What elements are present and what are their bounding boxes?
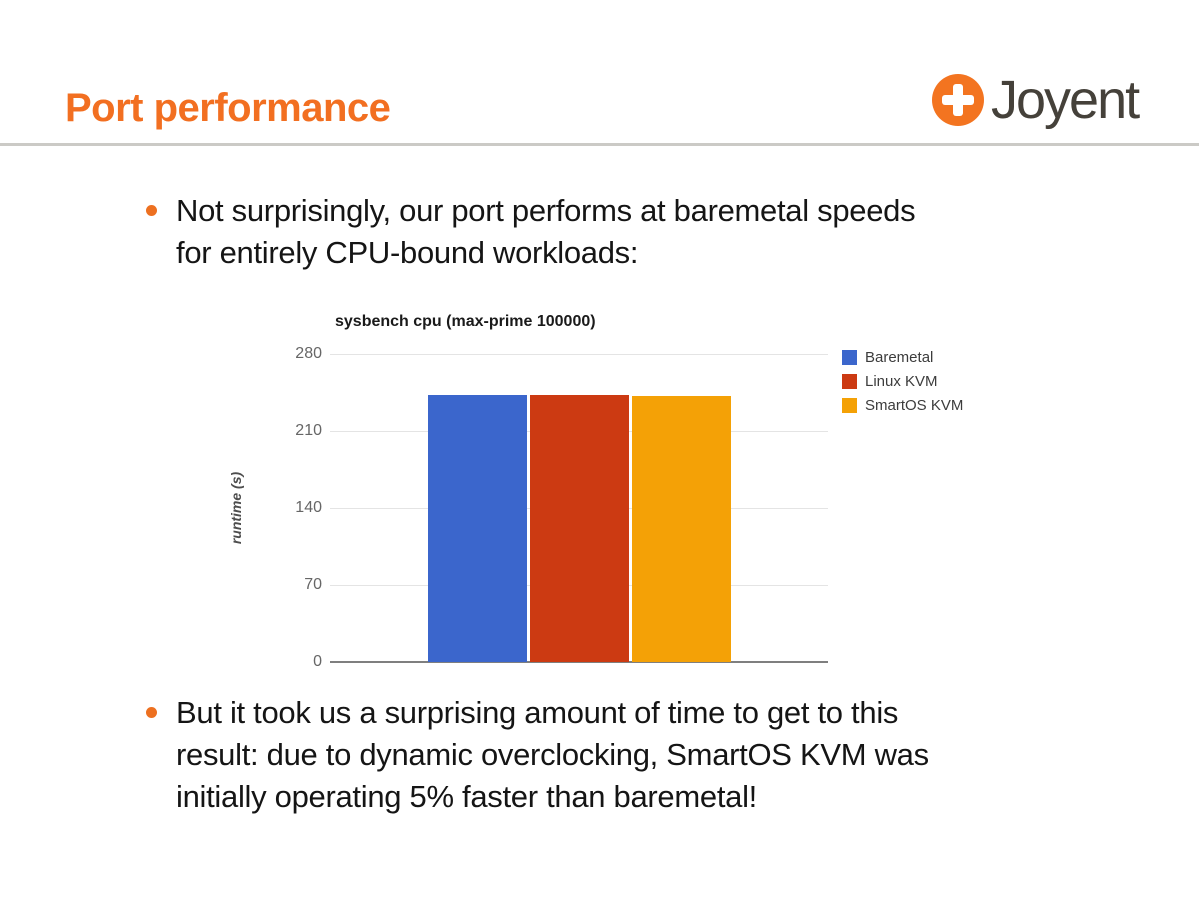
bullet-item: Not surprisingly, our port performs at b… <box>146 190 1066 274</box>
bar-baremetal <box>427 394 527 662</box>
legend-label: SmartOS KVM <box>865 396 964 414</box>
legend-label: Linux KVM <box>865 372 938 390</box>
bullet-text: Not surprisingly, our port performs at b… <box>176 193 916 270</box>
joyent-plus-icon <box>932 74 984 131</box>
y-axis-title: runtime (s) <box>228 471 244 545</box>
y-tick-label: 140 <box>295 499 322 516</box>
bullet-icon <box>146 707 157 718</box>
y-tick-label: 0 <box>313 653 322 670</box>
y-tick-label: 70 <box>304 576 322 593</box>
bullet-icon <box>146 205 157 216</box>
bullet-item: But it took us a surprising amount of ti… <box>146 692 1106 818</box>
chart-legend: Baremetal Linux KVM SmartOS KVM <box>842 345 963 417</box>
joyent-logo-text: Joyent <box>991 69 1140 130</box>
bar-chart: sysbench cpu (max-prime 100000) runtime … <box>228 300 1020 680</box>
y-tick-label: 210 <box>295 422 322 439</box>
legend-item: Baremetal <box>842 345 963 369</box>
y-tick-label: 280 <box>295 345 322 362</box>
gridline <box>330 354 828 355</box>
joyent-logo: Joyent <box>932 69 1140 131</box>
bullet-text: But it took us a surprising amount of ti… <box>176 695 929 814</box>
bar-linux-kvm <box>529 394 629 662</box>
legend-item: Linux KVM <box>842 369 963 393</box>
legend-item: SmartOS KVM <box>842 393 963 417</box>
divider <box>0 143 1199 146</box>
x-axis-line <box>330 661 828 663</box>
legend-swatch-icon <box>842 373 857 389</box>
page-title: Port performance <box>65 86 391 130</box>
chart-title: sysbench cpu (max-prime 100000) <box>335 313 596 330</box>
legend-label: Baremetal <box>865 348 934 366</box>
legend-swatch-icon <box>842 397 857 413</box>
bar-smartos-kvm <box>631 395 731 662</box>
legend-swatch-icon <box>842 349 857 365</box>
